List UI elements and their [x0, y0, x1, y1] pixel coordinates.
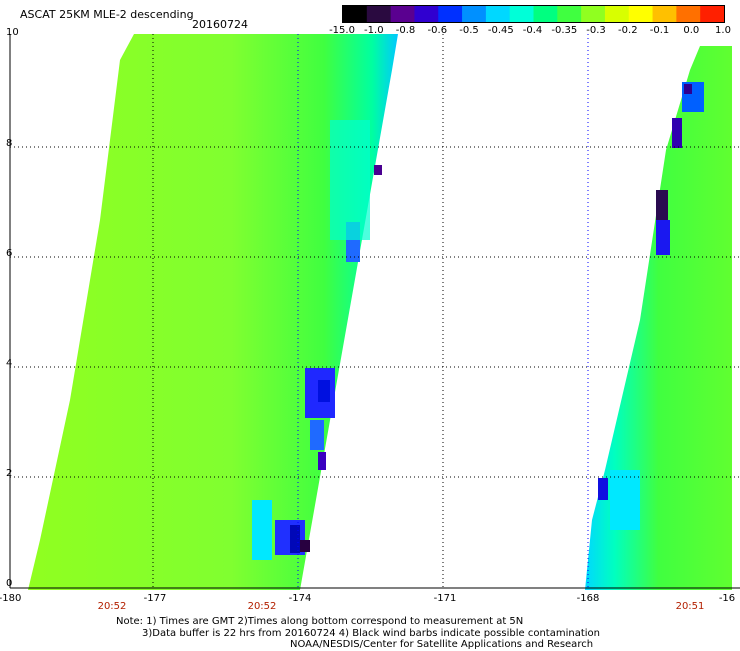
swath-right — [585, 46, 732, 590]
map-title: ASCAT 25KM MLE-2 descending — [20, 8, 194, 21]
colorbar-label: -0.3 — [586, 25, 606, 36]
time-label: 20:52 — [97, 601, 127, 612]
colorbar-segment — [462, 6, 487, 22]
colorbar-label: 0.0 — [683, 25, 700, 36]
colorbar-segment — [485, 6, 511, 22]
y-tick-label: 10 — [6, 27, 19, 38]
colorbar-label: -0.5 — [459, 25, 479, 36]
colorbar-segment — [414, 6, 439, 22]
grid-meridians-blue — [297, 34, 589, 588]
colorbar-segment — [533, 6, 558, 22]
colorbar-segment — [628, 6, 654, 22]
colorbar-labels: -15.0 -1.0 -0.8 -0.6 -0.5 -0.45 -0.4 -0.… — [300, 25, 740, 39]
low-value-pixels — [252, 82, 704, 560]
x-tick-label: -180 — [0, 593, 22, 604]
colorbar-label: -0.45 — [487, 25, 514, 36]
colorbar — [342, 5, 725, 23]
colorbar-label: 1.0 — [715, 25, 731, 36]
x-tick-label: -171 — [433, 593, 457, 604]
swath-left — [28, 34, 398, 590]
map-date: 20160724 — [192, 18, 248, 31]
time-label: 20:52 — [247, 601, 277, 612]
grid — [10, 34, 740, 588]
footnote-line-3: NOAA/NESDIS/Center for Satellite Applica… — [290, 639, 594, 650]
y-tick-label: 0 — [6, 578, 13, 589]
axis-frame — [9, 34, 740, 589]
y-tick-label: 2 — [6, 468, 13, 479]
footnote-line-1: Note: 1) Times are GMT 2)Times along bot… — [116, 616, 524, 627]
colorbar-segment — [700, 6, 724, 22]
colorbar-segment — [557, 6, 582, 22]
colorbar-label: -0.2 — [618, 25, 638, 36]
colorbar-label: -0.35 — [551, 25, 578, 36]
colorbar-segment — [676, 6, 701, 22]
x-tick-label: -168 — [576, 593, 600, 604]
colorbar-segment — [366, 6, 392, 22]
x-tick-label: -174 — [288, 593, 312, 604]
y-tick-label: 6 — [6, 248, 13, 259]
footnote-line-2: 3)Data buffer is 22 hrs from 20160724 4)… — [142, 628, 600, 639]
colorbar-label: -15.0 — [329, 25, 355, 36]
colorbar-segment — [509, 6, 535, 22]
y-tick-label: 8 — [6, 138, 13, 149]
colorbar-segment — [390, 6, 416, 22]
colorbar-segment — [438, 6, 463, 22]
colorbar-label: -0.8 — [395, 25, 416, 36]
colorbar-segment — [343, 6, 368, 22]
colorbar-segment — [581, 6, 606, 22]
x-tick-label: -16 — [718, 593, 736, 604]
colorbar-segment — [652, 6, 677, 22]
y-tick-label: 4 — [6, 358, 13, 369]
colorbar-label: -0.4 — [522, 25, 543, 36]
colorbar-label: -0.6 — [427, 25, 448, 36]
colorbar-label: -1.0 — [364, 25, 384, 36]
x-tick-label: -177 — [143, 593, 167, 604]
colorbar-label: -0.1 — [649, 25, 670, 36]
time-label: 20:51 — [675, 601, 705, 612]
colorbar-segment — [604, 6, 630, 22]
